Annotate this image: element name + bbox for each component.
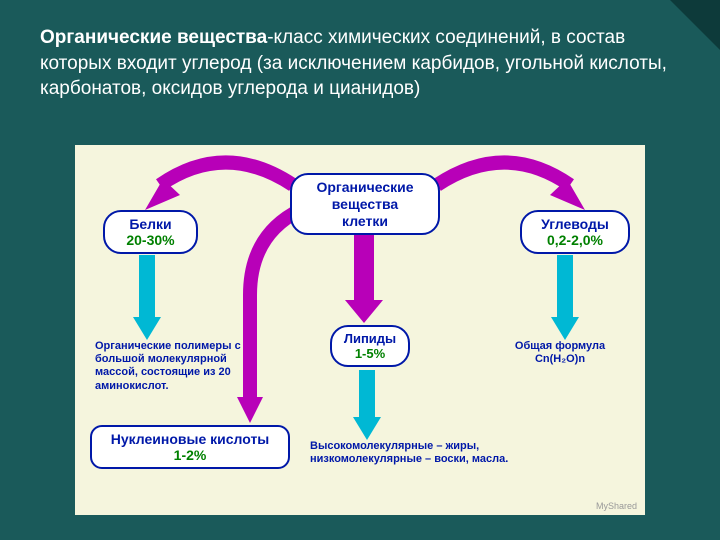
uglevody-percent: 0,2-2,0% bbox=[530, 232, 620, 248]
nukle-label: Нуклеиновые кислоты bbox=[100, 431, 280, 447]
lipidy-box: Липиды 1-5% bbox=[330, 325, 410, 367]
title-bold: Органические вещества bbox=[40, 27, 267, 48]
belki-percent: 20-30% bbox=[113, 232, 188, 248]
lipidy-percent: 1-5% bbox=[340, 346, 400, 361]
center-l3: клетки bbox=[300, 213, 430, 230]
formula-l1: Общая формула bbox=[485, 340, 635, 353]
nukle-percent: 1-2% bbox=[100, 447, 280, 463]
lipidy-label: Липиды bbox=[340, 331, 400, 346]
desc-lipidy: Высокомолекулярные – жиры, низкомолекуля… bbox=[310, 440, 590, 466]
uglevody-box: Углеводы 0,2-2,0% bbox=[520, 210, 630, 254]
center-l1: Органические bbox=[300, 179, 430, 196]
nukle-box: Нуклеиновые кислоты 1-2% bbox=[90, 425, 290, 469]
watermark: MyShared bbox=[596, 501, 637, 511]
page-title: Органические вещества-класс химических с… bbox=[0, 0, 720, 117]
belki-label: Белки bbox=[113, 216, 188, 232]
uglevody-label: Углеводы bbox=[530, 216, 620, 232]
corner-fold bbox=[670, 0, 720, 50]
desc-belki: Органические полимеры с большой молекуля… bbox=[95, 340, 265, 393]
center-l2: вещества bbox=[300, 196, 430, 213]
center-box: Органические вещества клетки bbox=[290, 173, 440, 235]
desc-formula: Общая формула Cn(H₂O)n bbox=[485, 340, 635, 366]
belki-box: Белки 20-30% bbox=[103, 210, 198, 254]
diagram: Органические вещества клетки Белки 20-30… bbox=[75, 145, 645, 515]
formula-l2: Cn(H₂O)n bbox=[485, 353, 635, 366]
